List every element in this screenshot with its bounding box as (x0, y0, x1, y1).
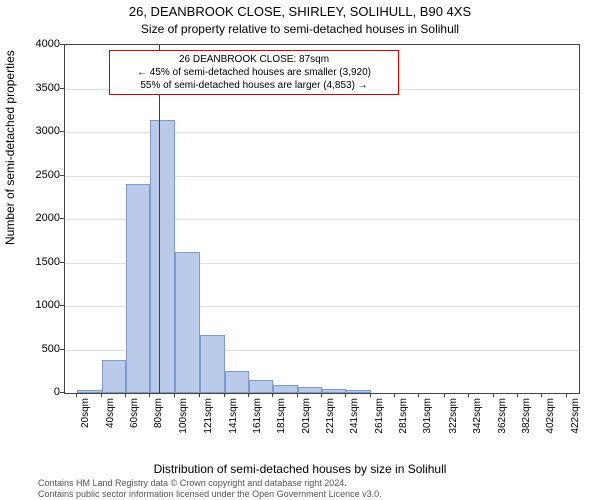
x-tick-mark (370, 393, 371, 397)
histogram-bar (126, 184, 150, 393)
x-tick-label: 80sqm (153, 398, 164, 448)
gridline-h (65, 176, 579, 177)
y-tick-label: 1000 (26, 300, 60, 311)
y-tick-mark (60, 218, 64, 219)
x-tick-label: 261sqm (374, 398, 385, 448)
histogram-bar (102, 360, 126, 393)
x-tick-mark (493, 393, 494, 397)
y-tick-mark (60, 131, 64, 132)
histogram-bar (298, 387, 322, 393)
x-tick-mark (76, 393, 77, 397)
x-tick-mark (248, 393, 249, 397)
x-tick-mark (224, 393, 225, 397)
histogram-bar (77, 390, 101, 393)
footer-line-2: Contains public sector information licen… (38, 489, 382, 499)
x-tick-mark (468, 393, 469, 397)
y-tick-mark (60, 175, 64, 176)
y-tick-label: 2500 (26, 170, 60, 181)
y-tick-mark (60, 349, 64, 350)
x-tick-label: 60sqm (129, 398, 140, 448)
y-tick-mark (60, 44, 64, 45)
y-tick-label: 4000 (26, 39, 60, 50)
x-tick-label: 382sqm (521, 398, 532, 448)
x-tick-mark (174, 393, 175, 397)
x-tick-mark (517, 393, 518, 397)
histogram-bar (175, 252, 201, 393)
x-tick-label: 161sqm (252, 398, 263, 448)
x-tick-label: 301sqm (422, 398, 433, 448)
x-tick-label: 40sqm (105, 398, 116, 448)
x-tick-mark (125, 393, 126, 397)
y-tick-mark (60, 392, 64, 393)
chart-title-main: 26, DEANBROOK CLOSE, SHIRLEY, SOLIHULL, … (0, 4, 600, 19)
x-tick-label: 100sqm (178, 398, 189, 448)
gridline-h (65, 132, 579, 133)
y-tick-label: 2000 (26, 213, 60, 224)
marker-line (159, 45, 160, 393)
y-tick-label: 500 (26, 344, 60, 355)
x-tick-label: 20sqm (80, 398, 91, 448)
x-tick-mark (541, 393, 542, 397)
histogram-bar (273, 385, 297, 393)
x-tick-label: 402sqm (545, 398, 556, 448)
plot-area (64, 44, 580, 394)
x-tick-label: 201sqm (301, 398, 312, 448)
x-tick-mark (101, 393, 102, 397)
y-tick-label: 3500 (26, 83, 60, 94)
histogram-bar (322, 389, 346, 393)
x-tick-label: 362sqm (497, 398, 508, 448)
histogram-bar (225, 371, 249, 393)
x-tick-mark (345, 393, 346, 397)
annotation-line-1: 26 DEANBROOK CLOSE: 87sqm (116, 53, 392, 66)
x-tick-label: 241sqm (349, 398, 360, 448)
y-axis-label: Number of semi-detached properties (3, 50, 17, 245)
histogram-bar (200, 335, 224, 393)
y-tick-mark (60, 88, 64, 89)
annotation-line-3: 55% of semi-detached houses are larger (… (116, 79, 392, 92)
y-tick-label: 3000 (26, 126, 60, 137)
footer-line-1: Contains HM Land Registry data © Crown c… (38, 478, 347, 488)
x-tick-label: 221sqm (325, 398, 336, 448)
x-tick-mark (272, 393, 273, 397)
y-tick-mark (60, 262, 64, 263)
x-tick-label: 121sqm (203, 398, 214, 448)
y-tick-label: 1500 (26, 257, 60, 268)
histogram-bar (249, 380, 273, 393)
chart-title-sub: Size of property relative to semi-detach… (0, 22, 600, 36)
x-axis-label: Distribution of semi-detached houses by … (0, 462, 600, 476)
x-tick-mark (566, 393, 567, 397)
y-tick-label: 0 (26, 387, 60, 398)
x-tick-mark (321, 393, 322, 397)
chart-container: { "chart": { "type": "histogram", "title… (0, 0, 600, 500)
y-tick-mark (60, 305, 64, 306)
x-tick-label: 281sqm (398, 398, 409, 448)
x-tick-mark (199, 393, 200, 397)
annotation-line-2: ← 45% of semi-detached houses are smalle… (116, 66, 392, 79)
x-tick-mark (149, 393, 150, 397)
x-tick-mark (444, 393, 445, 397)
x-tick-label: 422sqm (570, 398, 581, 448)
x-tick-mark (394, 393, 395, 397)
histogram-bar (150, 120, 174, 393)
x-tick-label: 181sqm (276, 398, 287, 448)
x-tick-mark (297, 393, 298, 397)
x-tick-label: 322sqm (448, 398, 459, 448)
histogram-bar (346, 390, 370, 393)
x-tick-label: 141sqm (228, 398, 239, 448)
x-tick-mark (418, 393, 419, 397)
annotation-box: 26 DEANBROOK CLOSE: 87sqm ← 45% of semi-… (109, 50, 399, 95)
x-tick-label: 342sqm (472, 398, 483, 448)
